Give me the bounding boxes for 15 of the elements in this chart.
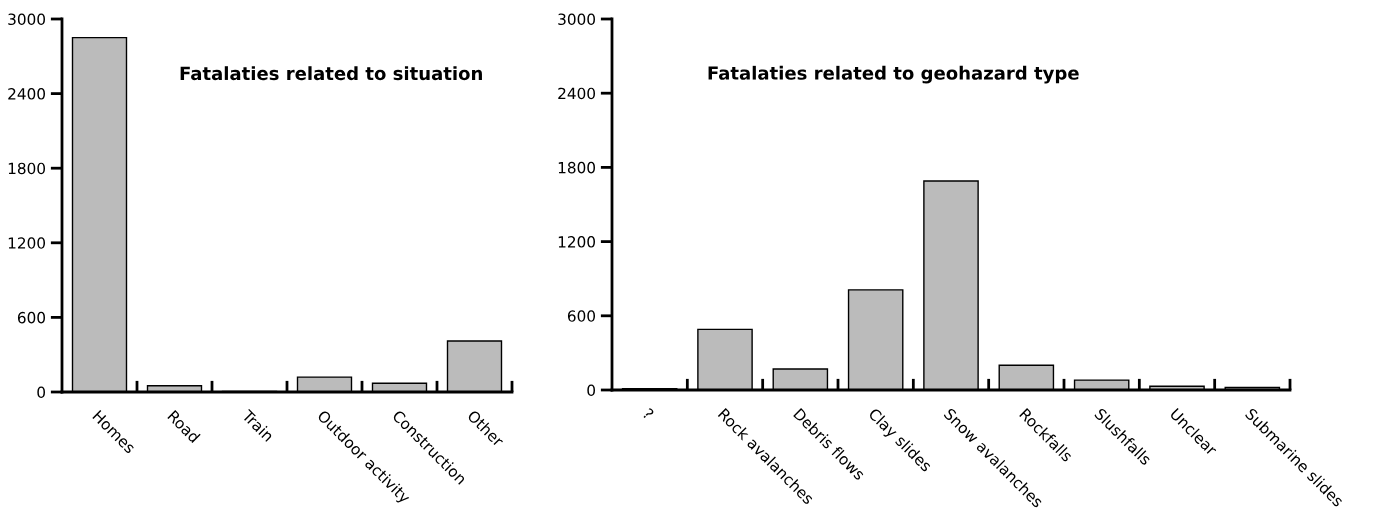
y-tick-label: 3000	[558, 13, 596, 26]
y-tick-label: 1800	[558, 161, 596, 174]
y-tick-label: 2400	[8, 88, 46, 100]
y-tick-label: 1200	[558, 236, 596, 248]
text: Fatalaties related to geohazard type	[708, 65, 1079, 84]
y-tick-label: 2400	[558, 87, 596, 100]
x-tick-label: ?	[642, 407, 655, 420]
y-tick-label: 3000	[8, 13, 46, 26]
y-tick-label: 0	[37, 386, 46, 399]
y-tick-label: 0	[587, 384, 596, 397]
y-tick-label: 1200	[8, 237, 46, 249]
text: Fatalaties related to situation	[180, 66, 482, 81]
y-tick-label: 600	[17, 311, 46, 324]
y-tick-label: 600	[567, 310, 596, 322]
y-tick-label: 1800	[8, 162, 46, 175]
